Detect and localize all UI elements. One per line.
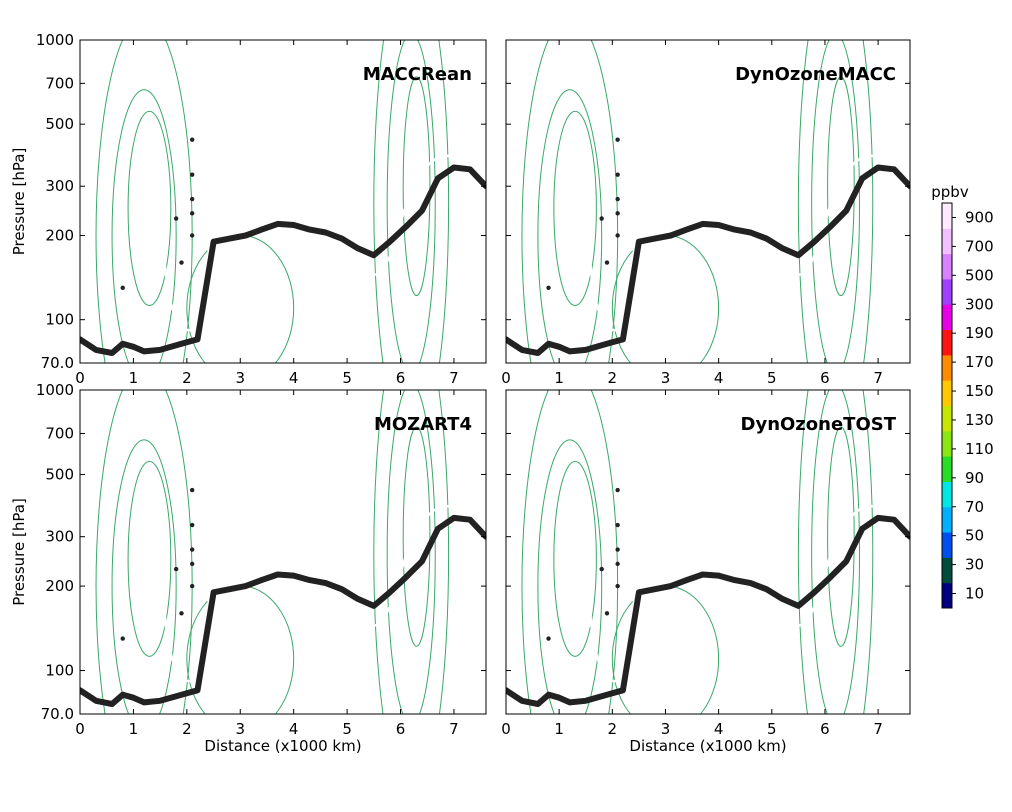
wind-contour (111, 89, 177, 363)
wind-contour (95, 40, 193, 363)
wind-contour (402, 76, 431, 297)
panel-maccrean: MACCRean 0 1 2 3 4 5 6 7 70.0 100 200 300 500 700 1000 P… (10, 31, 487, 387)
wind-contour (386, 40, 436, 363)
x-tick-label: 6 (396, 369, 406, 387)
x-tick-label: 2 (182, 369, 192, 387)
trajectory-dot (189, 137, 195, 142)
x-tick-label: 0 (75, 369, 85, 387)
trajectory-dot (189, 172, 195, 177)
trajectory-dot (179, 260, 184, 265)
wind-contour (373, 40, 450, 363)
trajectory-dot (189, 196, 195, 202)
tropopause-line (80, 137, 486, 356)
y-tick-label: 500 (45, 115, 74, 133)
trajectory-dot (173, 216, 179, 221)
x-tick-label: 4 (289, 369, 299, 387)
x-tick-label: 5 (342, 369, 352, 387)
y-tick-label: 200 (45, 226, 74, 244)
y-tick-label: 300 (45, 177, 74, 195)
x-tick-label: 3 (235, 369, 245, 387)
y-tick-label: 100 (45, 311, 74, 329)
x-tick-label: 1 (129, 369, 139, 387)
wind-contour (127, 110, 172, 307)
y-axis-label: Pressure [hPa] (10, 148, 28, 256)
trajectory-dot (189, 211, 195, 216)
y-tick-label: 700 (45, 74, 74, 92)
panel-title: MACCRean (363, 64, 472, 85)
x-tick-label: 7 (449, 369, 459, 387)
trajectory-dot (120, 285, 125, 291)
y-tick-label: 1000 (36, 31, 74, 49)
trajectory-dot (189, 233, 195, 238)
axes-frame (79, 39, 487, 364)
tropopause-path (80, 164, 486, 356)
cloud-outline-left (162, 208, 273, 332)
y-tick-label: 70.0 (41, 354, 74, 372)
chart-panels: MACCRean 0 1 2 3 4 5 6 7 70.0 100 200 300 500 700 1000 P… (10, 31, 911, 755)
